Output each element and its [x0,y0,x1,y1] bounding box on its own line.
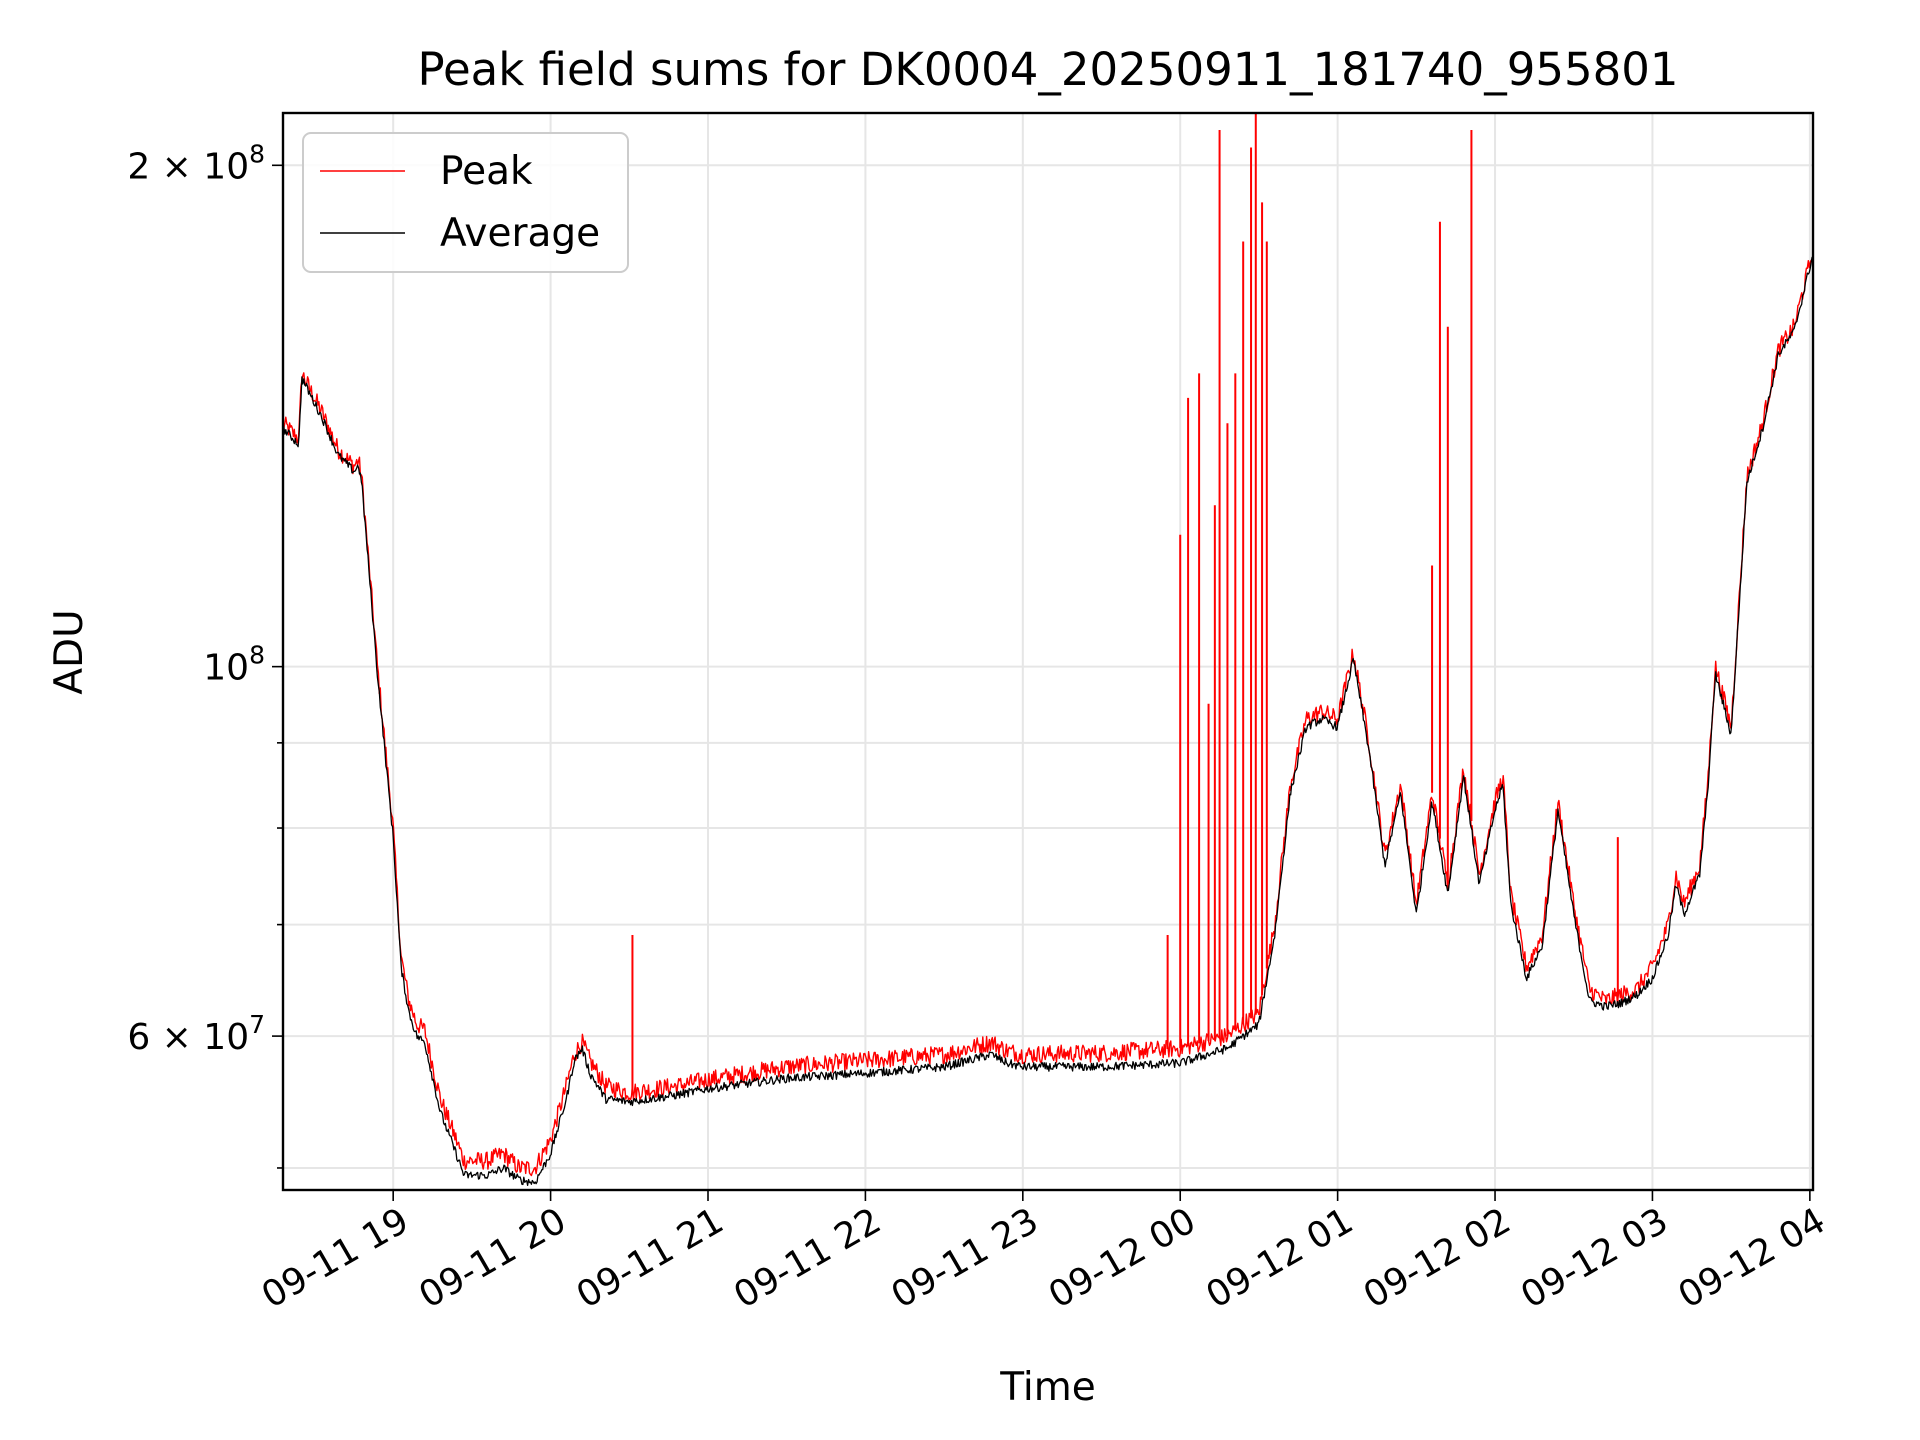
y-tick-label-base: 6 × 10 [127,1017,249,1058]
chart-title: Peak field sums for DK0004_20250911_1817… [417,43,1678,96]
y-tick-label-exponent: 8 [249,641,265,670]
series-line-average [282,256,1813,1187]
y-tick-label: 6 × 107 [127,1010,265,1058]
y-axis-label: ADU [47,609,92,694]
y-tick-label: 108 [203,641,265,689]
y-tick-label-base: 2 × 10 [127,146,249,187]
legend-label-average: Average [440,211,600,256]
legend-box [302,132,629,273]
grid [283,113,1813,1190]
legend-label-peak: Peak [440,149,533,194]
legend: Peak Average [302,132,629,273]
plot-frame [281,111,1815,1192]
y-tick-label: 2 × 108 [127,139,265,187]
y-tick-label-exponent: 7 [249,1010,265,1039]
x-axis-label: Time [999,1365,1095,1410]
y-tick-label-base: 10 [203,648,249,689]
y-tick-label-exponent: 8 [249,139,265,168]
series-layer [282,113,1813,1187]
